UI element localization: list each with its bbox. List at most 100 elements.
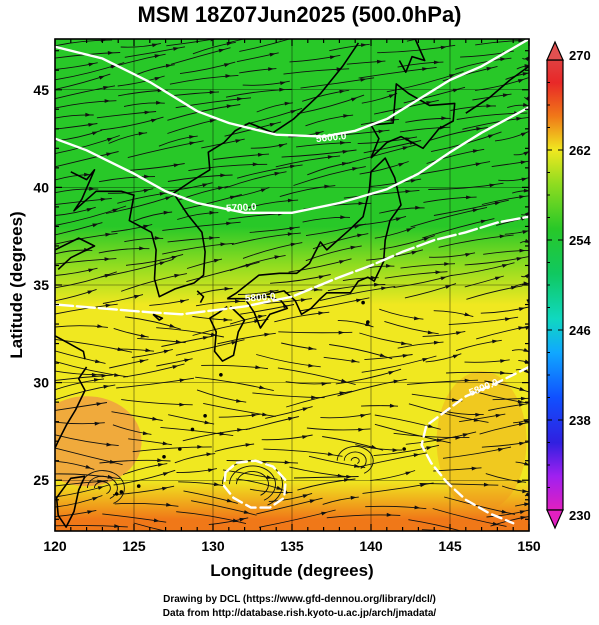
- streamline-arrow: [360, 43, 367, 47]
- streamline-arrow: [524, 326, 529, 330]
- streamline-arrow: [172, 365, 179, 369]
- streamline-arrow: [524, 238, 529, 243]
- streamline-arrow: [202, 183, 209, 188]
- streamline: [176, 511, 247, 525]
- streamline: [98, 248, 150, 254]
- streamline: [240, 304, 295, 315]
- streamline: [442, 446, 512, 459]
- streamline: [192, 318, 269, 336]
- streamline-arrow: [456, 331, 462, 335]
- streamline-arrow: [179, 378, 186, 383]
- streamline-arrow: [354, 225, 361, 229]
- streamline-arrow: [386, 512, 393, 517]
- streamline-arrow: [114, 373, 121, 377]
- streamline: [302, 216, 351, 223]
- colorbar-ticks: [547, 82, 563, 488]
- height-contour: [55, 39, 529, 138]
- streamline-arrow: [101, 373, 108, 378]
- streamline-arrow: [226, 41, 233, 46]
- streamline: [346, 144, 416, 164]
- streamline-arrow: [169, 323, 176, 328]
- streamline: [365, 505, 427, 510]
- island: [136, 484, 141, 488]
- streamline-arrow: [520, 396, 527, 401]
- streamline-arrow: [471, 466, 478, 471]
- streamline: [433, 199, 509, 216]
- coastline: [55, 475, 86, 528]
- streamline-arrow: [189, 141, 196, 146]
- streamline-arrow: [519, 441, 526, 446]
- streamline: [124, 46, 186, 58]
- streamline-arrow: [492, 521, 499, 526]
- streamline-arrow: [213, 482, 220, 487]
- streamline-arrow: [523, 368, 529, 374]
- streamline-arrow: [224, 63, 231, 67]
- streamline-arrow: [239, 517, 246, 522]
- streamline-arrow: [259, 33, 265, 37]
- streamline-arrow: [97, 486, 104, 490]
- streamline-arrow: [94, 421, 101, 426]
- streamline-arrow: [104, 274, 111, 278]
- streamline: [105, 193, 180, 214]
- streamline-arrow: [245, 443, 252, 447]
- streamline-arrow: [489, 183, 496, 188]
- streamline-arrow: [173, 47, 180, 51]
- streamline-arrow: [462, 433, 469, 438]
- streamline: [319, 286, 396, 301]
- streamline: [403, 86, 466, 104]
- streamline: [96, 111, 157, 119]
- streamline: [256, 497, 323, 515]
- streamline-arrow: [321, 382, 328, 386]
- streamline-arrow: [252, 162, 259, 167]
- streamline-arrow: [352, 167, 359, 171]
- streamline: [444, 496, 516, 515]
- streamline: [297, 94, 365, 115]
- streamline-arrow: [300, 298, 307, 302]
- streamline-arrow: [351, 97, 358, 102]
- coastline: [226, 157, 402, 316]
- streamline: [201, 364, 269, 370]
- chart-title: MSM 18Z07Jun2025 (500.0hPa): [137, 2, 462, 27]
- streamline-arrow: [314, 287, 320, 292]
- streamline-arrow: [452, 88, 459, 93]
- streamline-arrow: [449, 74, 456, 78]
- streamline: [242, 242, 303, 259]
- streamline: [116, 377, 195, 389]
- streamline-arrow: [455, 435, 462, 440]
- streamline: [161, 335, 214, 347]
- streamline-arrow: [339, 89, 346, 94]
- height-contour: [420, 365, 529, 525]
- streamline-arrow: [518, 307, 525, 312]
- streamline: [405, 431, 477, 445]
- streamline: [99, 459, 171, 464]
- streamline-arrow: [84, 172, 90, 177]
- height-contour: [222, 459, 287, 509]
- streamline: [404, 283, 457, 299]
- streamline: [125, 253, 184, 266]
- streamline-arrow: [251, 413, 258, 418]
- streamline: [302, 89, 350, 102]
- streamline-arrow: [401, 542, 407, 546]
- streamline: [55, 258, 117, 265]
- streamline: [456, 112, 528, 120]
- streamline: [245, 416, 300, 431]
- y-axis-label: Latitude (degrees): [7, 211, 26, 358]
- streamline: [195, 300, 246, 307]
- streamline-arrow: [290, 164, 296, 169]
- streamline: [55, 100, 117, 109]
- streamline: [281, 149, 357, 158]
- streamline: [186, 261, 260, 283]
- streamline-arrow: [95, 359, 102, 364]
- streamline-arrow: [104, 257, 111, 262]
- streamline-arrow: [500, 370, 506, 375]
- streamline-arrow: [245, 263, 252, 268]
- streamline-arrow: [321, 511, 328, 516]
- streamline-arrow: [308, 346, 315, 351]
- streamline: [170, 47, 231, 65]
- streamline-arrow: [262, 412, 268, 417]
- streamline-arrow: [423, 237, 430, 242]
- streamline-arrow: [341, 378, 348, 383]
- streamline-arrow: [411, 251, 418, 255]
